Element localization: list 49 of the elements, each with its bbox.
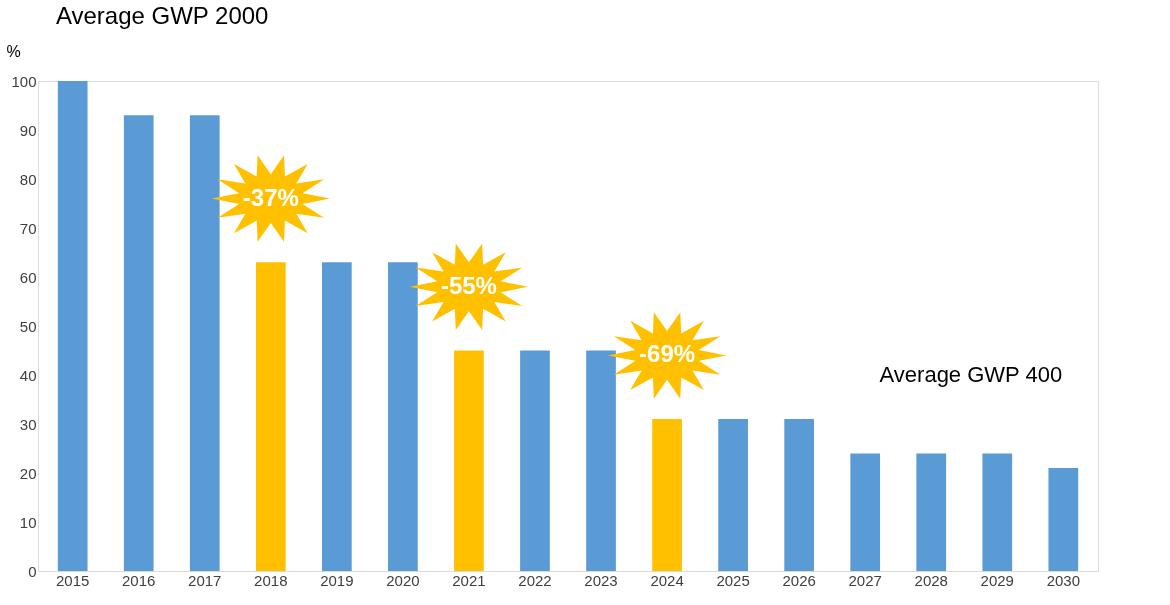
annotation: -55% <box>440 271 497 299</box>
y-axis-title: % <box>6 42 21 60</box>
annotation: -69% <box>639 340 696 368</box>
x-tick-label: 2023 <box>584 571 618 589</box>
bar <box>189 115 220 571</box>
y-tick-label: 40 <box>19 366 37 384</box>
x-tick-label: 2018 <box>254 571 288 589</box>
chart-title: Average GWP 2000 <box>55 2 269 29</box>
y-tick-label: 30 <box>19 415 37 433</box>
x-tick-label: 2015 <box>55 571 90 589</box>
x-tick-label: 2025 <box>716 571 750 589</box>
x-tick-label: 2017 <box>188 571 222 589</box>
bar <box>1048 468 1079 571</box>
y-tick-label: 70 <box>19 219 37 237</box>
y-tick-label: 60 <box>19 268 37 286</box>
y-tick-label: 90 <box>19 121 37 139</box>
x-tick-label: 2019 <box>320 571 354 589</box>
x-tick-label: 2027 <box>848 571 882 589</box>
bar <box>388 262 418 571</box>
x-tick-label: 2022 <box>518 571 552 589</box>
bar <box>57 81 88 571</box>
x-tick-label: 2030 <box>1046 571 1081 589</box>
annotation: Average GWP 400 <box>879 362 1063 387</box>
bar <box>916 453 947 571</box>
bar <box>255 262 286 571</box>
x-tick-label: 2028 <box>914 571 948 589</box>
y-tick-label: 100 <box>11 72 37 90</box>
bar <box>454 350 484 571</box>
y-tick-label: 80 <box>19 170 37 188</box>
y-tick-label: 50 <box>19 317 37 335</box>
bar <box>982 453 1013 571</box>
bar <box>652 419 682 571</box>
bar <box>718 419 748 571</box>
y-tick-label: 20 <box>19 464 37 482</box>
x-tick-label: 2021 <box>452 571 486 589</box>
x-tick-label: 2020 <box>386 571 420 589</box>
y-tick-label: 10 <box>19 513 37 531</box>
x-tick-label: 2024 <box>650 571 684 589</box>
x-tick-label: 2029 <box>980 571 1014 589</box>
bar <box>784 419 815 571</box>
x-tick-label: 2026 <box>782 571 816 589</box>
y-tick-label: 0 <box>28 562 37 580</box>
bar <box>850 453 881 571</box>
bar <box>321 262 352 571</box>
bar <box>586 350 616 571</box>
bar <box>520 350 550 571</box>
bar <box>123 115 154 571</box>
annotation: -37% <box>242 183 299 211</box>
x-tick-label: 2016 <box>122 571 156 589</box>
